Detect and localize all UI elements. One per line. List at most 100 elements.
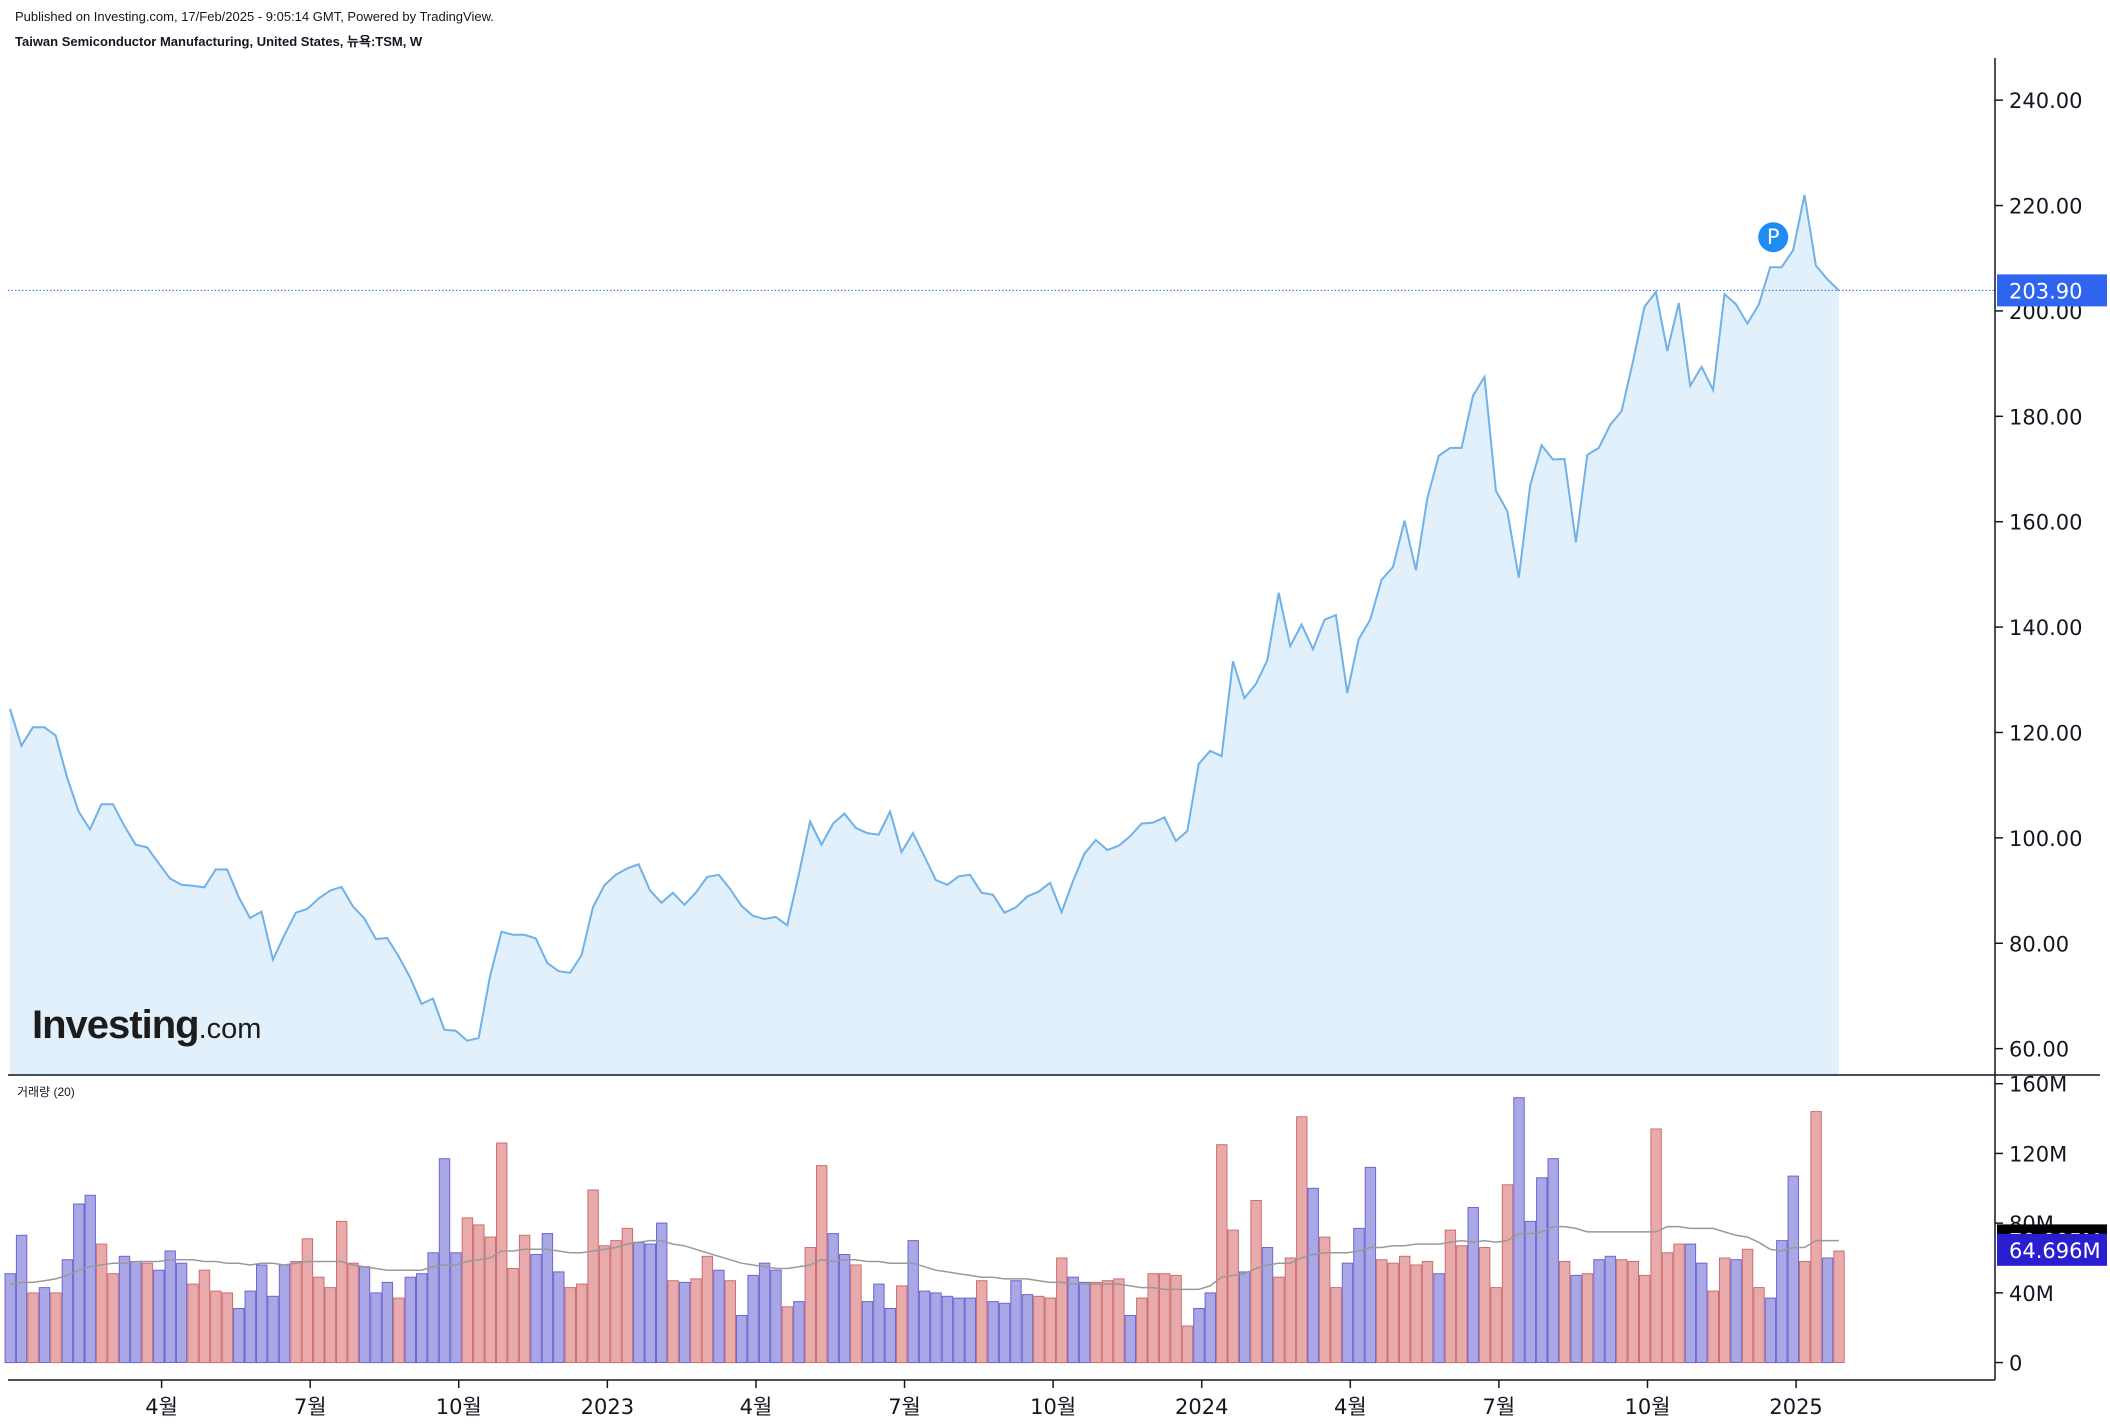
volume-bar bbox=[1319, 1236, 1331, 1364]
volume-bar bbox=[1559, 1261, 1571, 1364]
volume-bar bbox=[564, 1287, 576, 1363]
volume-bar bbox=[598, 1245, 611, 1364]
volume-bar bbox=[461, 1217, 474, 1364]
volume-bar bbox=[804, 1247, 816, 1363]
volume-bar bbox=[1044, 1297, 1056, 1364]
volume-bar bbox=[473, 1224, 485, 1364]
volume-bar bbox=[907, 1240, 919, 1364]
volume-bar bbox=[1421, 1261, 1434, 1364]
volume-bar bbox=[381, 1281, 394, 1364]
volume-bar bbox=[1456, 1245, 1468, 1364]
x-tick-label: 7월 bbox=[888, 1395, 921, 1419]
volume-bar bbox=[244, 1290, 256, 1364]
x-tick-label: 4월 bbox=[1334, 1395, 1367, 1419]
volume-bar bbox=[918, 1290, 931, 1364]
volume-bar bbox=[1124, 1315, 1136, 1364]
x-tick-label: 2023 bbox=[581, 1395, 634, 1419]
volume-bar bbox=[667, 1280, 679, 1364]
volume-bar bbox=[1479, 1247, 1491, 1363]
volume-bar bbox=[1467, 1207, 1479, 1364]
volume-bar bbox=[1650, 1128, 1662, 1363]
price-area-fill bbox=[10, 195, 1839, 1075]
volume-bar bbox=[164, 1250, 176, 1363]
volume-bar bbox=[1639, 1274, 1651, 1364]
volume-bar bbox=[1204, 1292, 1216, 1364]
volume-bar bbox=[781, 1306, 794, 1364]
volume-bar bbox=[1341, 1262, 1354, 1363]
volume-bar bbox=[1776, 1240, 1788, 1364]
volume-bar bbox=[1684, 1243, 1697, 1364]
y-tick-label: 180.00 bbox=[2009, 405, 2082, 429]
volume-bar bbox=[1353, 1227, 1365, 1364]
volume-bar bbox=[1078, 1281, 1091, 1364]
volume-bar bbox=[73, 1203, 85, 1364]
volume-bar bbox=[1216, 1144, 1228, 1364]
volume-bar bbox=[38, 1287, 51, 1363]
volume-bar bbox=[27, 1292, 39, 1364]
volume-bar bbox=[976, 1280, 988, 1364]
volume-bar bbox=[107, 1273, 119, 1364]
volume-bar bbox=[438, 1158, 451, 1364]
volume-bar bbox=[1067, 1276, 1079, 1364]
volume-bar bbox=[793, 1301, 805, 1364]
volume-y-tick-label: 0 bbox=[2009, 1352, 2022, 1376]
volume-bar bbox=[1410, 1264, 1422, 1364]
volume-bar bbox=[1387, 1262, 1399, 1363]
volume-bar bbox=[838, 1254, 851, 1364]
volume-bar bbox=[1170, 1274, 1182, 1364]
y-tick-label: 100.00 bbox=[2009, 827, 2082, 851]
volume-bar bbox=[1490, 1287, 1502, 1363]
volume-bar bbox=[1719, 1257, 1731, 1364]
volume-bar bbox=[1696, 1262, 1708, 1363]
y-tick-label: 120.00 bbox=[2009, 721, 2082, 745]
y-tick-label: 80.00 bbox=[2009, 932, 2069, 956]
marker-p-icon[interactable]: P bbox=[1758, 222, 1789, 253]
volume-bar bbox=[1433, 1273, 1445, 1364]
instrument-title: Taiwan Semiconductor Manufacturing, Unit… bbox=[15, 34, 423, 49]
volume-bar bbox=[175, 1262, 188, 1363]
last-price-badge: 203.90 bbox=[2009, 279, 2082, 303]
volume-bar bbox=[1284, 1257, 1297, 1364]
volume-bar bbox=[1799, 1261, 1811, 1364]
volume-bar bbox=[1101, 1280, 1114, 1364]
volume-bar bbox=[610, 1240, 622, 1364]
volume-bar bbox=[404, 1276, 417, 1364]
y-tick-label: 240.00 bbox=[2009, 89, 2082, 113]
volume-bar bbox=[278, 1264, 291, 1364]
volume-bar bbox=[1056, 1257, 1068, 1364]
volume-bar bbox=[1273, 1276, 1285, 1364]
volume-bar bbox=[1376, 1259, 1388, 1363]
volume-bar bbox=[701, 1255, 714, 1364]
volume-bar bbox=[576, 1283, 588, 1363]
volume-bar bbox=[1616, 1259, 1628, 1363]
volume-bar bbox=[496, 1142, 508, 1364]
volume-y-tick-label: 160M bbox=[2009, 1073, 2067, 1097]
volume-bar bbox=[998, 1302, 1011, 1364]
volume-bar bbox=[964, 1297, 976, 1364]
volume-bar bbox=[896, 1285, 908, 1364]
x-tick-label: 7월 bbox=[294, 1395, 327, 1419]
volume-bar bbox=[861, 1301, 874, 1364]
volume-bar bbox=[1181, 1325, 1194, 1364]
volume-bar bbox=[1513, 1097, 1525, 1364]
y-tick-label: 160.00 bbox=[2009, 511, 2082, 535]
volume-bar bbox=[1741, 1248, 1754, 1364]
volume-bar bbox=[1330, 1287, 1342, 1363]
volume-bar bbox=[1753, 1287, 1765, 1363]
volume-bar bbox=[1524, 1220, 1537, 1364]
volume-bar bbox=[1810, 1111, 1822, 1364]
volume-bar bbox=[256, 1264, 268, 1364]
volume-bar bbox=[930, 1292, 942, 1364]
volume-bar bbox=[450, 1252, 462, 1364]
volume-bar bbox=[61, 1259, 74, 1363]
volume-bar bbox=[1536, 1177, 1548, 1364]
y-tick-label: 140.00 bbox=[2009, 616, 2082, 640]
x-tick-label: 4월 bbox=[145, 1395, 178, 1419]
volume-bar bbox=[541, 1233, 554, 1364]
volume-bar bbox=[1547, 1158, 1559, 1364]
volume-bar bbox=[827, 1233, 839, 1364]
volume-bar bbox=[95, 1243, 108, 1364]
volume-bar bbox=[1021, 1294, 1034, 1364]
price-pane: P bbox=[8, 194, 1995, 1075]
